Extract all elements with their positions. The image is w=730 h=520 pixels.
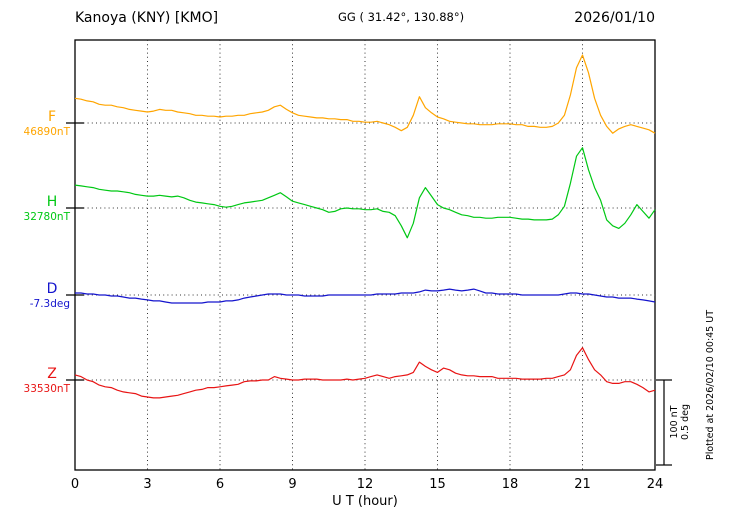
series-letter-H: H <box>47 194 58 210</box>
series-letter-F: F <box>48 109 56 125</box>
x-tick-label: 12 <box>357 477 374 492</box>
x-tick-label: 3 <box>143 477 151 492</box>
x-tick-label: 15 <box>429 477 446 492</box>
scale-bar-label-nt: 100 nT <box>669 405 680 438</box>
gridlines <box>66 40 655 470</box>
plotted-at-note: Plotted at 2026/02/10 00:45 UT <box>705 310 716 460</box>
scale-bar: 100 nT 0.5 deg <box>656 379 691 466</box>
series-baseline-value-D: -7.3deg <box>30 298 70 310</box>
scale-bar-label-deg: 0.5 deg <box>680 404 691 440</box>
x-tick-label: 24 <box>647 477 664 492</box>
trace-Z <box>74 347 656 399</box>
x-tick-label: 0 <box>71 477 79 492</box>
x-axis-tick-labels: 0 3 6 9 12 15 18 21 24 <box>71 477 663 492</box>
series-letter-Z: Z <box>47 366 57 382</box>
series-letter-D: D <box>47 281 58 297</box>
geographic-coords: GG ( 31.42°, 130.88°) <box>338 10 464 24</box>
x-tick-label: 6 <box>216 477 224 492</box>
x-tick-label: 9 <box>288 477 296 492</box>
series-baseline-value-Z: 33530nT <box>24 383 71 395</box>
x-tick-label: 18 <box>502 477 519 492</box>
trace-H <box>74 147 656 239</box>
x-axis-title: U T (hour) <box>332 494 398 509</box>
trace-D <box>75 288 656 304</box>
traces <box>74 54 656 399</box>
date-label: 2026/01/10 <box>574 10 655 26</box>
x-tick-label: 21 <box>574 477 591 492</box>
chart-header: Kanoya (KNY) [KMO] GG ( 31.42°, 130.88°)… <box>75 10 655 26</box>
station-title: Kanoya (KNY) [KMO] <box>75 10 218 26</box>
series-baseline-value-H: 32780nT <box>24 211 71 223</box>
trace-F <box>74 54 656 134</box>
series-baseline-value-F: 46890nT <box>24 126 71 138</box>
